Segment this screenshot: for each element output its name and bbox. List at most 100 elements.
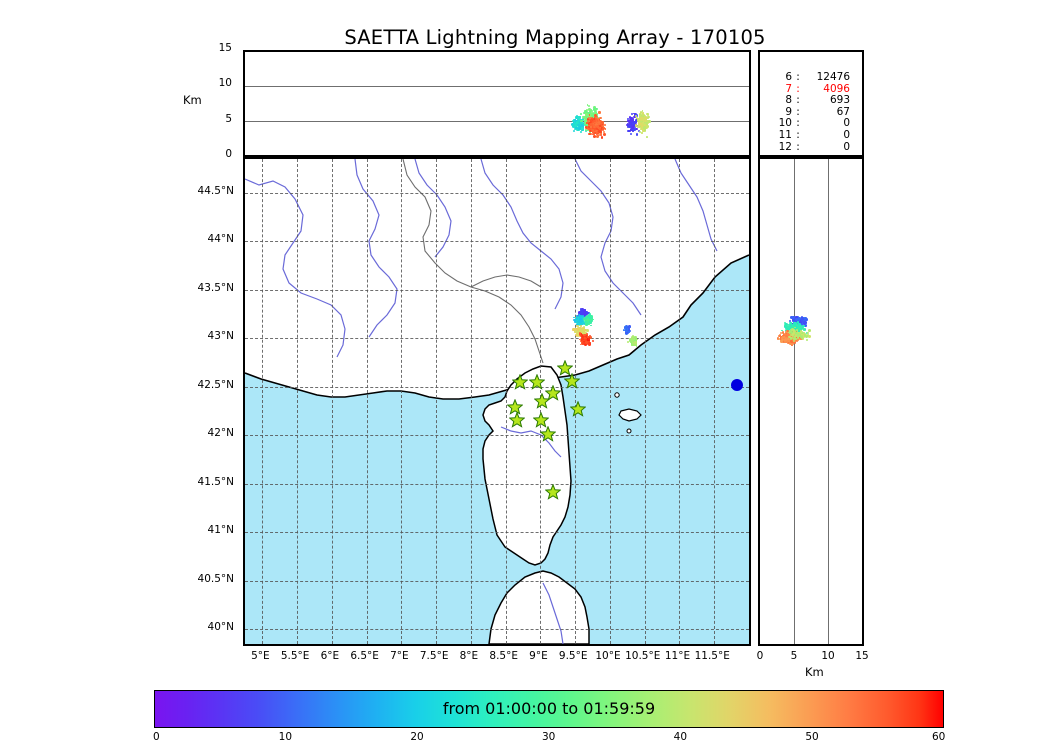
- colorbar-tick: 50: [805, 731, 819, 743]
- lightning-source-point: [803, 317, 806, 319]
- lightning-source-point: [584, 124, 588, 128]
- lightning-source-point: [792, 322, 795, 325]
- lightning-source-point: [583, 122, 587, 125]
- lightning-source-point: [580, 126, 584, 130]
- station-star-icon: [544, 483, 563, 503]
- lightning-source-point: [779, 331, 782, 334]
- lightning-source-point: [586, 104, 589, 106]
- lightning-source-point: [584, 129, 587, 132]
- lightning-source-point: [634, 113, 638, 116]
- lon-tick-label: 9.5°E: [558, 650, 588, 662]
- lightning-source-point: [635, 118, 638, 121]
- lightning-source-point: [793, 336, 796, 339]
- lightning-source-point: [585, 340, 588, 343]
- lightning-source-point: [591, 116, 595, 119]
- lightning-source-point: [588, 126, 591, 128]
- lightning-source-point: [583, 336, 586, 339]
- lightning-source-point: [580, 330, 584, 333]
- lightning-source-point: [794, 328, 797, 331]
- lightning-source-point: [641, 113, 644, 116]
- lightning-source-point: [580, 342, 584, 345]
- station-star-icon: [508, 411, 526, 431]
- lightning-source-point: [636, 125, 640, 129]
- lightning-source-point: [575, 121, 579, 125]
- lightning-source-point: [585, 341, 589, 344]
- lightning-source-point: [624, 330, 627, 333]
- lon-tick-label: 9°E: [529, 650, 548, 662]
- lightning-source-point: [583, 116, 586, 119]
- lightning-source-point: [638, 123, 641, 126]
- lightning-source-point: [805, 338, 808, 342]
- lightning-source-point: [792, 323, 795, 326]
- lightning-source-point: [591, 117, 594, 120]
- lightning-source-point: [602, 121, 604, 123]
- lightning-source-point: [638, 131, 642, 134]
- lightning-source-point: [578, 123, 581, 126]
- lightning-source-point: [596, 116, 599, 119]
- lightning-source-point: [647, 119, 650, 122]
- lightning-source-point: [791, 334, 794, 337]
- lightning-source-point: [792, 328, 795, 331]
- lightning-source-point: [584, 331, 587, 335]
- lightning-source-point: [579, 323, 582, 326]
- lightning-source-point: [801, 319, 804, 322]
- lightning-source-point: [631, 112, 634, 115]
- lightning-source-point: [797, 325, 801, 329]
- lightning-source-point: [627, 123, 631, 127]
- lightning-source-point: [589, 111, 592, 114]
- lightning-source-point: [642, 122, 645, 126]
- colorbar[interactable]: [154, 690, 944, 728]
- lightning-source-point: [795, 325, 798, 328]
- lightning-source-point: [584, 109, 587, 113]
- lightning-source-point: [787, 335, 791, 339]
- lightning-source-point: [781, 336, 784, 339]
- lightning-source-point: [803, 319, 807, 322]
- lightning-source-point: [626, 129, 630, 133]
- sardinia-landmass: [488, 570, 590, 644]
- lightning-source-point: [786, 329, 789, 333]
- lon-tick-label: 11°E: [664, 650, 691, 662]
- lightning-source-point: [635, 133, 639, 136]
- lightning-source-point: [596, 125, 599, 129]
- lightning-source-point: [643, 126, 646, 129]
- lightning-source-point: [576, 325, 579, 328]
- lightning-source-point: [802, 320, 805, 324]
- lightning-source-point: [585, 322, 588, 324]
- lightning-source-point: [628, 116, 632, 119]
- lightning-source-point: [641, 131, 644, 134]
- colorbar-tick: 20: [410, 731, 424, 743]
- lightning-source-point: [593, 106, 596, 109]
- lightning-source-point: [598, 119, 601, 123]
- station-star-icon: [569, 400, 587, 420]
- lightning-source-point: [805, 317, 808, 321]
- lightning-source-point: [587, 311, 590, 314]
- lightning-source-point: [579, 119, 583, 123]
- lightning-source-point: [588, 131, 591, 134]
- lightning-source-point: [582, 118, 585, 121]
- lightning-source-point: [595, 134, 599, 138]
- lightning-source-point: [631, 336, 634, 340]
- lightning-source-point: [803, 334, 807, 337]
- lightning-source-point: [575, 123, 578, 126]
- lightning-source-point: [596, 130, 599, 133]
- lightning-source-point: [582, 314, 584, 317]
- lightning-source-point: [602, 126, 605, 129]
- lightning-source-point: [582, 336, 584, 338]
- station-star-icon: [505, 398, 524, 418]
- lightning-source-point: [579, 123, 583, 127]
- lightning-source-point: [797, 334, 800, 338]
- lightning-source-point: [592, 121, 595, 124]
- station-marker-layer: [245, 159, 749, 644]
- lat-tick-label: 44.5°N: [197, 184, 234, 197]
- lightning-source-point: [645, 122, 649, 125]
- lightning-source-point: [806, 334, 809, 337]
- lightning-source-point: [640, 117, 643, 120]
- lightning-source-point: [784, 326, 788, 330]
- lightning-source-point: [644, 126, 648, 130]
- lightning-source-point: [626, 125, 629, 129]
- lightning-source-point: [631, 119, 634, 122]
- blue-dot-marker: [731, 379, 744, 391]
- lightning-source-point: [626, 118, 629, 121]
- map-panel[interactable]: [243, 157, 751, 646]
- lightning-source-point: [586, 318, 590, 321]
